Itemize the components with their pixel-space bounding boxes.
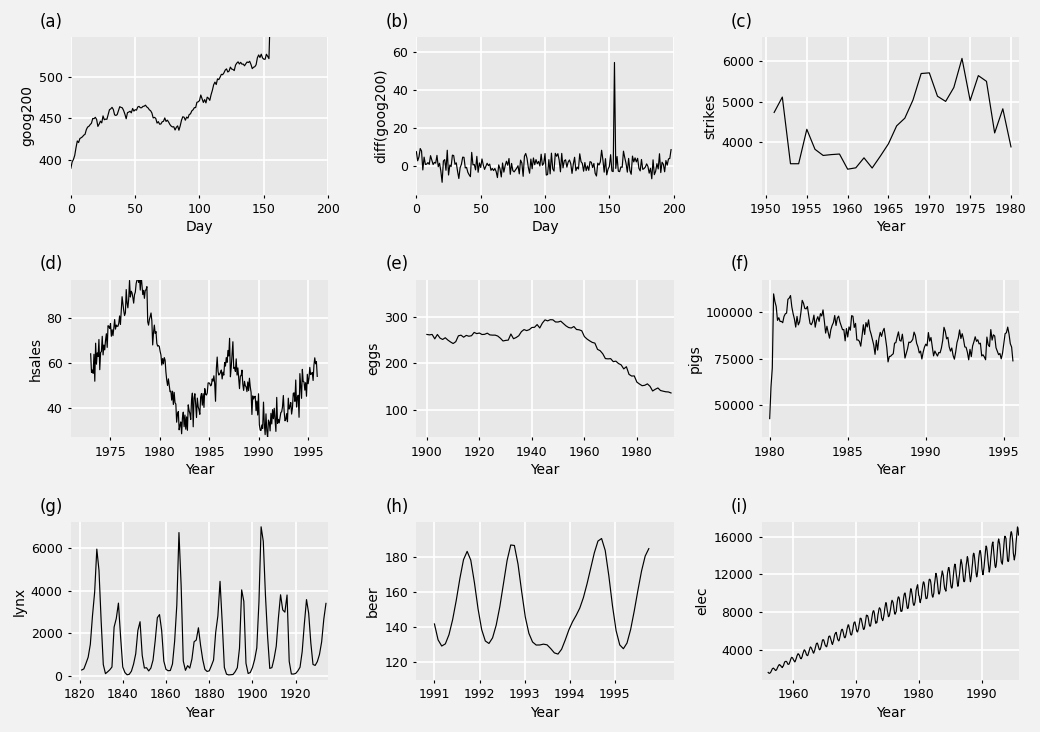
Y-axis label: goog200: goog200 [21,86,34,146]
Y-axis label: pigs: pigs [687,344,702,373]
Text: (b): (b) [386,13,409,31]
Y-axis label: strikes: strikes [703,93,718,138]
Y-axis label: eggs: eggs [366,342,380,376]
Text: (d): (d) [40,255,63,274]
X-axis label: Year: Year [530,706,560,720]
Text: (a): (a) [40,13,63,31]
X-axis label: Year: Year [185,706,214,720]
Y-axis label: diff(goog200): diff(goog200) [374,69,388,163]
Text: (c): (c) [731,13,753,31]
Text: (g): (g) [40,498,63,516]
X-axis label: Year: Year [185,463,214,477]
Text: (f): (f) [731,255,750,274]
Text: (e): (e) [386,255,409,274]
Y-axis label: lynx: lynx [12,586,26,616]
Text: (h): (h) [386,498,409,516]
X-axis label: Year: Year [530,463,560,477]
X-axis label: Year: Year [876,220,905,234]
Text: (i): (i) [731,498,749,516]
Y-axis label: beer: beer [366,586,380,617]
Y-axis label: elec: elec [696,587,709,616]
Y-axis label: hsales: hsales [28,337,43,381]
X-axis label: Day: Day [186,220,213,234]
X-axis label: Year: Year [876,463,905,477]
X-axis label: Year: Year [876,706,905,720]
X-axis label: Day: Day [531,220,558,234]
